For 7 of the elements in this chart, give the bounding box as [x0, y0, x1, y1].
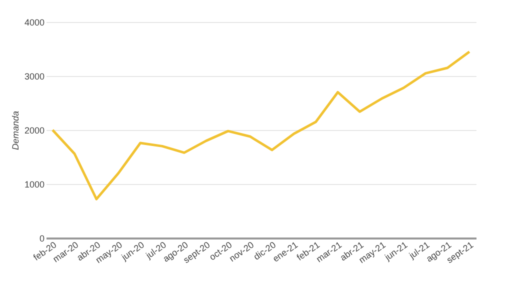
y-axis-title: Demanda: [10, 110, 20, 150]
y-tick-label: 0: [39, 234, 44, 244]
y-tick-label: 4000: [24, 18, 44, 28]
line-series: [51, 50, 471, 200]
y-tick-label: 1000: [24, 180, 44, 190]
y-tick-label: 2000: [24, 126, 44, 136]
y-tick-label: 3000: [24, 72, 44, 82]
